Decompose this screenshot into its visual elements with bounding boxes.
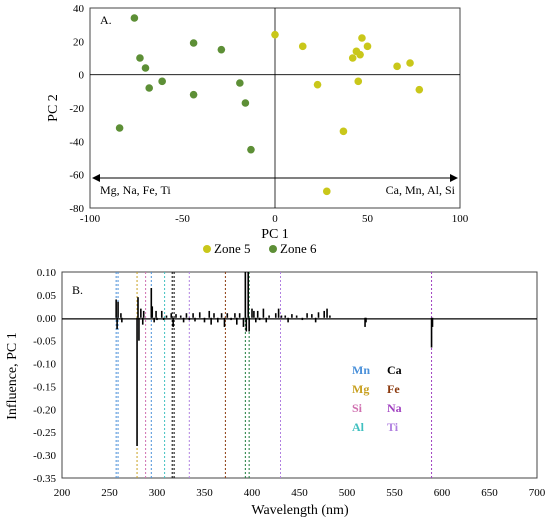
- y-tick-label: 0.00: [37, 313, 57, 325]
- panel-a-x-ticks: -100 -50 0 50 100: [80, 213, 469, 225]
- panel-a-y-ticks: -80 -60 -40 -20 0 20 40: [69, 3, 84, 215]
- x-tick-label: 550: [386, 487, 403, 499]
- x-tick-label: 50: [362, 213, 374, 225]
- data-point: [136, 54, 144, 62]
- element-legend-label: Si: [352, 401, 363, 415]
- data-point: [115, 124, 124, 132]
- y-tick-label: -0.25: [33, 427, 56, 439]
- data-point: [241, 99, 250, 107]
- x-tick-label: -100: [80, 213, 101, 225]
- y-tick-label: -20: [69, 103, 84, 115]
- element-legend-label: Ti: [387, 420, 399, 434]
- x-tick-label: -50: [175, 213, 190, 225]
- y-tick-label: -0.30: [33, 450, 56, 462]
- y-tick-label: -0.05: [33, 336, 56, 348]
- data-point: [323, 187, 331, 196]
- data-point: [393, 62, 401, 71]
- data-point: [348, 54, 357, 62]
- legend-zone5-marker: [203, 245, 211, 253]
- x-tick-label: 350: [196, 487, 213, 499]
- y-tick-label: 0: [79, 70, 85, 82]
- panel-a: -100 -50 0 50 100 -80 -60 -40 -20 0 20 40 A. Mg, N…: [46, 3, 469, 256]
- data-point: [189, 90, 198, 99]
- element-legend-label: Na: [387, 401, 402, 415]
- x-tick-label: 500: [339, 487, 356, 499]
- panel-a-points: [115, 14, 424, 196]
- element-legend-label: Mg: [352, 382, 369, 396]
- data-point: [247, 145, 255, 154]
- data-point: [358, 34, 366, 42]
- element-legend-label: Mn: [352, 363, 370, 377]
- y-tick-label: -0.20: [33, 404, 56, 416]
- y-tick-label: 20: [73, 36, 85, 48]
- y-tick-label: -40: [69, 136, 84, 148]
- arrow-left-label: Mg, Na, Fe, Ti: [100, 183, 171, 197]
- data-point: [298, 42, 307, 51]
- y-tick-label: -60: [69, 170, 84, 182]
- panel-b-x-ticks: 200 250 300 350 400 450 500 550 600 650 700: [54, 487, 546, 499]
- y-tick-label: -0.35: [33, 473, 56, 485]
- x-tick-label: 650: [481, 487, 498, 499]
- panel-a-x-axis-label: PC 1: [261, 227, 289, 242]
- x-tick-label: 0: [272, 213, 278, 225]
- panel-b-plot-frame: [61, 271, 538, 479]
- x-tick-label: 600: [434, 487, 451, 499]
- x-tick-label: 250: [101, 487, 118, 499]
- data-point: [141, 64, 150, 72]
- y-tick-label: -0.10: [33, 359, 56, 371]
- x-tick-label: 450: [291, 487, 308, 499]
- data-point: [271, 30, 279, 39]
- data-point: [356, 50, 364, 59]
- legend-zone6-label: Zone 6: [280, 241, 317, 256]
- panel-a-label: A.: [100, 13, 112, 27]
- y-tick-label: 40: [73, 3, 85, 15]
- data-point: [363, 42, 372, 51]
- y-tick-label: -80: [69, 203, 84, 215]
- legend-zone6-marker: [269, 245, 277, 253]
- data-point: [354, 77, 363, 86]
- legend-zone5-label: Zone 5: [214, 241, 250, 256]
- panel-b-element-lines: [115, 272, 433, 478]
- x-tick-label: 100: [452, 213, 469, 225]
- panel-b-x-axis-label: Wavelength (nm): [251, 503, 349, 518]
- element-legend-label: Al: [352, 420, 365, 434]
- panel-b: 200 250 300 350 400 450 500 550 600 650 700 0.100.…: [5, 267, 546, 518]
- y-tick-label: -0.15: [33, 381, 56, 393]
- data-point: [158, 77, 166, 86]
- panel-b-y-ticks: 0.10 0.05 0.00 -0.05 -0.10 -0.15 -0.20 -0.25 -0.…: [33, 267, 56, 485]
- y-tick-label: 0.05: [37, 290, 57, 302]
- element-legend-label: Fe: [387, 382, 400, 396]
- panel-b-spectrum: [115, 272, 434, 446]
- y-tick-label: 0.10: [37, 267, 57, 279]
- x-tick-label: 300: [149, 487, 166, 499]
- element-legend-label: Ca: [387, 363, 402, 377]
- legend-a: Zone 5 Zone 6: [203, 241, 317, 256]
- x-tick-label: 400: [244, 487, 261, 499]
- data-point: [217, 45, 226, 54]
- panel-a-y-axis-label: PC 2: [46, 94, 61, 122]
- data-point: [145, 84, 153, 92]
- panel-b-label: B.: [72, 283, 83, 297]
- data-point: [236, 79, 244, 87]
- data-point: [189, 39, 198, 47]
- x-tick-label: 700: [529, 487, 546, 499]
- arrow-right-label: Ca, Mn, Al, Si: [386, 183, 456, 197]
- x-tick-label: 200: [54, 487, 71, 499]
- data-point: [130, 14, 139, 22]
- data-point: [313, 80, 322, 89]
- direction-arrow: [92, 174, 458, 182]
- data-point: [339, 127, 348, 136]
- data-point: [415, 85, 424, 94]
- data-point: [406, 59, 414, 67]
- panel-b-y-axis-label: Influence, PC 1: [5, 332, 20, 419]
- panel-b-element-legend: Mn Ca Mg Fe Si Na Al Ti: [352, 363, 402, 434]
